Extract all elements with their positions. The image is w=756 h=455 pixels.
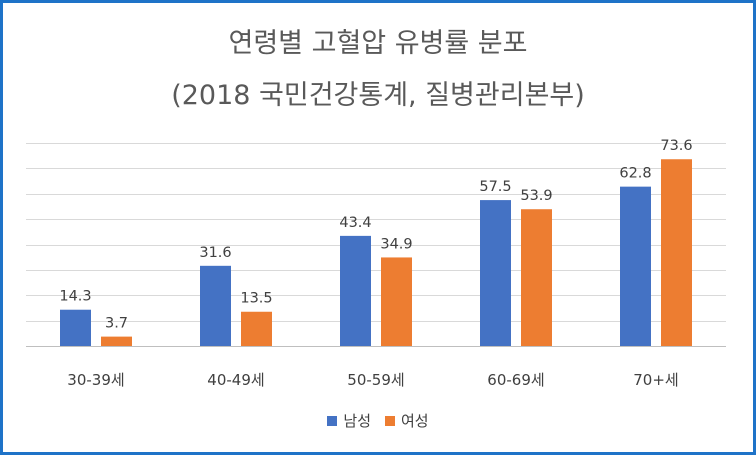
category-label-2: 50-59세: [347, 371, 404, 389]
bar-male-0: [60, 309, 91, 346]
category-label-0: 30-39세: [67, 371, 124, 389]
bar-male-2: [340, 235, 371, 346]
data-label-female-3: 53.9: [520, 188, 552, 204]
data-labels: 14.3 3.7 31.6 13.5 43.4 34.9 57.5 53.9 62.8 73.6: [59, 138, 692, 331]
data-label-male-4: 62.8: [619, 166, 651, 182]
data-label-female-2: 34.9: [380, 236, 412, 252]
legend: 남성 여성: [0, 410, 756, 431]
chart-subtitle: (2018 국민건강통계, 질병관리본부): [171, 80, 585, 111]
bar-female-1: [241, 311, 272, 346]
bar-female-4: [661, 159, 692, 346]
bar-male-1: [200, 265, 231, 346]
legend-swatch-male: [327, 415, 338, 426]
bar-female-2: [381, 257, 412, 346]
bar-male-3: [480, 200, 511, 346]
data-label-female-0: 3.7: [105, 316, 128, 332]
legend-label-female: 여성: [401, 412, 429, 430]
gridlines: [26, 143, 726, 347]
data-label-male-1: 31.6: [199, 245, 231, 261]
data-label-female-1: 13.5: [240, 291, 272, 307]
category-label-3: 60-69세: [487, 371, 544, 389]
category-label-4: 70+세: [633, 371, 678, 389]
legend-item-male: 남성: [327, 410, 371, 431]
bar-male-4: [620, 186, 651, 346]
data-label-male-3: 57.5: [479, 179, 511, 195]
legend-item-female: 여성: [385, 410, 429, 431]
category-labels: 30-39세 40-49세 50-59세 60-69세 70+세: [67, 371, 678, 389]
legend-label-male: 남성: [343, 412, 371, 430]
bars: [60, 159, 692, 346]
data-label-male-0: 14.3: [59, 289, 91, 305]
legend-swatch-female: [385, 415, 395, 426]
chart-title: 연령별 고혈압 유병률 분포: [228, 28, 528, 59]
bar-female-0: [101, 336, 132, 346]
bar-female-3: [521, 209, 552, 346]
data-label-female-4: 73.6: [660, 138, 692, 154]
data-label-male-2: 43.4: [339, 215, 371, 231]
category-label-1: 40-49세: [207, 371, 264, 389]
